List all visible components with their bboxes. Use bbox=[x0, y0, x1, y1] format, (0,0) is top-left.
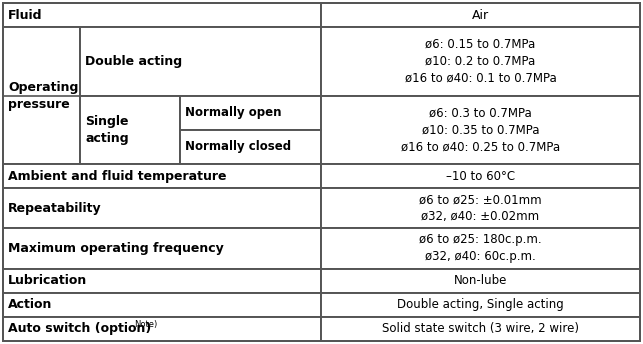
Text: Note): Note) bbox=[134, 320, 158, 330]
Bar bbox=[180, 96, 321, 130]
Bar bbox=[80, 27, 321, 96]
Bar bbox=[321, 3, 640, 27]
Text: Double acting: Double acting bbox=[85, 55, 182, 68]
Text: ø6 to ø25: 180c.p.m.
ø32, ø40: 60c.p.m.: ø6 to ø25: 180c.p.m. ø32, ø40: 60c.p.m. bbox=[419, 234, 542, 264]
Text: Lubrication: Lubrication bbox=[8, 274, 87, 287]
Text: –10 to 60°C: –10 to 60°C bbox=[446, 170, 515, 183]
Text: ø6: 0.15 to 0.7MPa
ø10: 0.2 to 0.7MPa
ø16 to ø40: 0.1 to 0.7MPa: ø6: 0.15 to 0.7MPa ø10: 0.2 to 0.7MPa ø1… bbox=[404, 38, 556, 85]
Bar bbox=[321, 27, 640, 96]
Bar bbox=[321, 188, 640, 228]
Text: Auto switch (option): Auto switch (option) bbox=[8, 322, 151, 335]
Text: Maximum operating frequency: Maximum operating frequency bbox=[8, 242, 224, 255]
Bar bbox=[321, 228, 640, 269]
Text: Action: Action bbox=[8, 298, 52, 311]
Bar bbox=[3, 3, 321, 27]
Bar bbox=[321, 293, 640, 317]
Text: Fluid: Fluid bbox=[8, 9, 42, 22]
Bar bbox=[3, 188, 321, 228]
Text: Operating
pressure: Operating pressure bbox=[8, 80, 78, 110]
Text: ø6 to ø25: ±0.01mm
ø32, ø40: ±0.02mm: ø6 to ø25: ±0.01mm ø32, ø40: ±0.02mm bbox=[419, 193, 542, 223]
Text: Solid state switch (3 wire, 2 wire): Solid state switch (3 wire, 2 wire) bbox=[382, 322, 579, 335]
Bar bbox=[3, 164, 321, 188]
Bar bbox=[80, 96, 180, 164]
Text: Single
acting: Single acting bbox=[85, 115, 129, 145]
Bar bbox=[321, 317, 640, 341]
Text: Air: Air bbox=[472, 9, 489, 22]
Text: Repeatability: Repeatability bbox=[8, 202, 102, 215]
Text: Ambient and fluid temperature: Ambient and fluid temperature bbox=[8, 170, 226, 183]
Bar bbox=[321, 164, 640, 188]
Bar bbox=[3, 269, 321, 293]
Text: Double acting, Single acting: Double acting, Single acting bbox=[397, 298, 564, 311]
Bar bbox=[321, 96, 640, 164]
Bar bbox=[321, 269, 640, 293]
Text: Normally open: Normally open bbox=[185, 106, 282, 119]
Bar bbox=[3, 228, 321, 269]
Bar bbox=[3, 317, 321, 341]
Bar bbox=[180, 130, 321, 164]
Bar bbox=[3, 27, 80, 164]
Text: ø6: 0.3 to 0.7MPa
ø10: 0.35 to 0.7MPa
ø16 to ø40: 0.25 to 0.7MPa: ø6: 0.3 to 0.7MPa ø10: 0.35 to 0.7MPa ø1… bbox=[401, 106, 560, 153]
Text: Normally closed: Normally closed bbox=[185, 140, 291, 153]
Bar bbox=[3, 293, 321, 317]
Text: Non-lube: Non-lube bbox=[454, 274, 507, 287]
